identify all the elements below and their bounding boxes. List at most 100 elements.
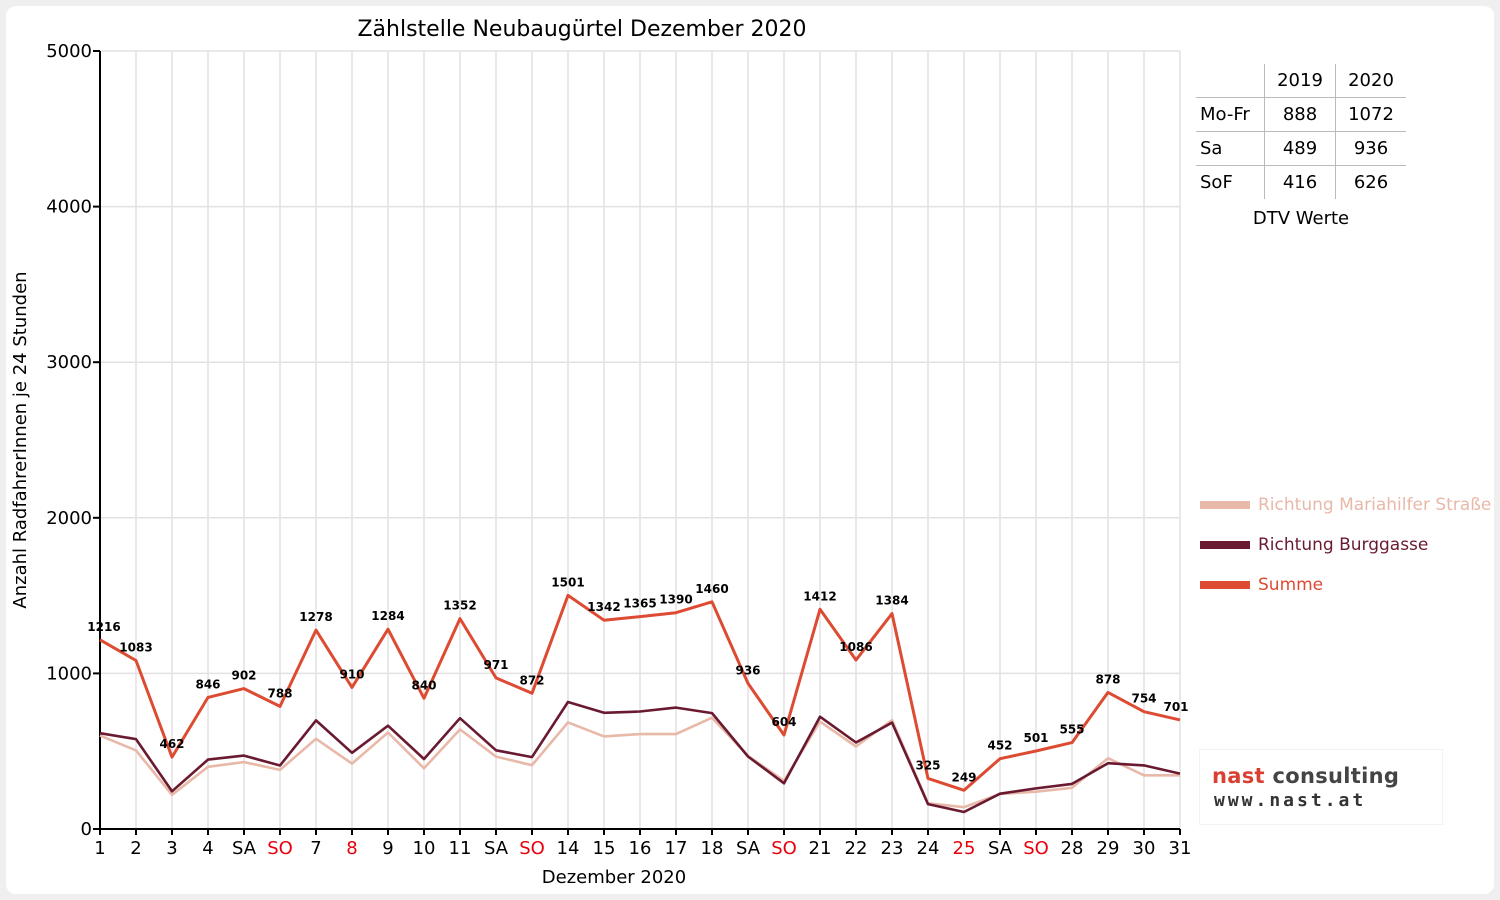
data-label: 1352: [443, 599, 476, 613]
data-label: 1342: [587, 600, 620, 614]
x-tick-label: 17: [665, 838, 688, 859]
series-line-2: [99, 593, 1181, 792]
dtv-row: Sa 489 936: [1196, 131, 1406, 166]
data-label: 1365: [623, 597, 656, 611]
data-label: 936: [735, 663, 760, 677]
x-tick-label: 2: [130, 838, 141, 859]
x-tick-label: 16: [629, 838, 652, 859]
dtv-row-label: Sa: [1196, 131, 1265, 166]
legend-label: Summe: [1258, 575, 1324, 595]
y-tick-label: 5000: [46, 41, 92, 62]
logo-brand-rest: consulting: [1264, 764, 1400, 788]
data-label: 1384: [875, 594, 908, 608]
x-tick-label: 4: [202, 838, 213, 859]
x-tick-label: SA: [484, 838, 509, 859]
data-label: 701: [1163, 700, 1188, 714]
x-tick-label: 1: [94, 838, 105, 859]
dtv-header-empty: [1196, 64, 1265, 98]
dtv-table: 2019 2020 Mo-Fr 888 1072 Sa 489 936 SoF …: [1196, 64, 1406, 199]
data-label: 1086: [839, 640, 872, 654]
data-label: 878: [1095, 672, 1120, 686]
legend-item: Richtung Mariahilfer Straße: [1200, 495, 1491, 515]
x-tick-label: SO: [267, 838, 293, 859]
dtv-value-2019: 489: [1264, 131, 1336, 166]
x-tick-label: 24: [917, 838, 940, 859]
data-label: 1083: [119, 640, 152, 654]
dtv-row-label: SoF: [1196, 165, 1265, 199]
data-label: 249: [951, 770, 976, 784]
x-tick-label: 30: [1133, 838, 1156, 859]
dtv-row-label: Mo-Fr: [1196, 97, 1265, 132]
data-label: 452: [987, 739, 1012, 753]
logo-brand: nast: [1212, 764, 1265, 788]
data-label: 1216: [87, 620, 120, 634]
data-label: 1501: [551, 575, 584, 589]
dtv-value-2020: 626: [1335, 165, 1406, 199]
x-tick-label: 14: [557, 838, 580, 859]
legend-item: Richtung Burggasse: [1200, 535, 1428, 555]
x-tick-label: 22: [845, 838, 868, 859]
data-label: 1278: [299, 610, 332, 624]
x-tick-label: 23: [881, 838, 904, 859]
x-tick-label: 10: [413, 838, 436, 859]
y-tick-label: 4000: [46, 197, 92, 218]
data-label: 555: [1059, 723, 1084, 737]
x-tick-label: 3: [166, 838, 177, 859]
dtv-header-2020: 2020: [1348, 70, 1394, 91]
x-tick-label: SA: [988, 838, 1013, 859]
dtv-row: Mo-Fr 888 1072: [1196, 97, 1406, 132]
x-tick-label: SO: [1023, 838, 1049, 859]
legend-label: Richtung Mariahilfer Straße: [1258, 495, 1492, 515]
legend-swatch: [1200, 541, 1250, 549]
legend-label: Richtung Burggasse: [1258, 535, 1429, 555]
data-label: 1390: [659, 593, 692, 607]
dtv-caption: DTV Werte: [1252, 208, 1350, 229]
data-label: 872: [519, 673, 544, 687]
dtv-header-2019: 2019: [1264, 64, 1336, 98]
data-label: 902: [231, 669, 256, 683]
x-tick-label: 28: [1061, 838, 1084, 859]
x-tick-label: 18: [701, 838, 724, 859]
x-tick-label: 29: [1097, 838, 1120, 859]
company-logo: nast consulting www.nast.at: [1200, 750, 1442, 824]
x-tick-label: 7: [310, 838, 321, 859]
data-label: 910: [339, 667, 364, 681]
dtv-value-2020: 936: [1335, 131, 1406, 166]
x-tick-label: 15: [593, 838, 616, 859]
logo-url: www.nast.at: [1214, 790, 1367, 811]
data-label: 846: [195, 677, 220, 691]
data-label: 1284: [371, 609, 404, 623]
data-label: 604: [771, 715, 796, 729]
data-label: 971: [483, 658, 508, 672]
chart-title: Zählstelle Neubaugürtel Dezember 2020: [357, 17, 806, 42]
x-tick-label: 31: [1169, 838, 1192, 859]
dtv-value-2019: 888: [1264, 97, 1336, 132]
x-tick-label: SO: [771, 838, 797, 859]
x-axis-title: Dezember 2020: [542, 867, 686, 888]
data-label: 501: [1023, 731, 1048, 745]
data-label: 325: [915, 758, 940, 772]
series-line-1: [99, 700, 1181, 814]
y-axis-title: Anzahl RadfahrerInnen je 24 Stunden: [10, 271, 31, 608]
dtv-value-2019: 416: [1264, 165, 1336, 199]
data-label: 788: [267, 686, 292, 700]
x-tick-label: SO: [519, 838, 545, 859]
y-tick-label: 0: [81, 819, 92, 840]
x-tick-label: 11: [449, 838, 472, 859]
data-label: 1460: [695, 582, 728, 596]
data-label: 754: [1131, 692, 1156, 706]
x-tick-label: 25: [953, 838, 976, 859]
y-tick-label: 2000: [46, 508, 92, 529]
legend-item: Summe: [1200, 575, 1323, 595]
y-tick-label: 3000: [46, 352, 92, 373]
x-tick-label: SA: [232, 838, 257, 859]
legend-swatch: [1200, 581, 1250, 589]
logo-wordmark: nast consulting: [1212, 764, 1399, 788]
data-label: 462: [159, 737, 184, 751]
x-tick-label: SA: [736, 838, 761, 859]
x-tick-label: 21: [809, 838, 832, 859]
dtv-header-row: 2019 2020: [1196, 64, 1406, 98]
y-tick-label: 1000: [46, 663, 92, 684]
legend-swatch: [1200, 501, 1250, 509]
